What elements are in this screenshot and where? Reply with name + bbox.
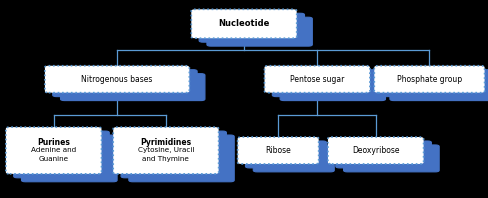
Text: and Thymine: and Thymine	[142, 156, 189, 162]
FancyBboxPatch shape	[207, 17, 312, 46]
FancyBboxPatch shape	[61, 74, 205, 101]
FancyBboxPatch shape	[191, 9, 297, 38]
Text: Adenine and: Adenine and	[31, 148, 76, 153]
FancyBboxPatch shape	[238, 137, 319, 164]
FancyBboxPatch shape	[129, 135, 234, 182]
FancyBboxPatch shape	[336, 141, 431, 168]
Text: Nucleotide: Nucleotide	[218, 19, 270, 28]
Text: Guanine: Guanine	[39, 156, 69, 162]
FancyBboxPatch shape	[199, 13, 305, 42]
Text: Purines: Purines	[37, 138, 70, 147]
Text: Ribose: Ribose	[265, 146, 291, 155]
FancyBboxPatch shape	[45, 66, 189, 93]
FancyBboxPatch shape	[328, 137, 424, 164]
FancyBboxPatch shape	[245, 141, 326, 168]
Text: Phosphate group: Phosphate group	[397, 75, 462, 84]
FancyBboxPatch shape	[344, 145, 439, 172]
FancyBboxPatch shape	[14, 131, 109, 178]
Text: Pyrimidines: Pyrimidines	[141, 138, 191, 147]
FancyBboxPatch shape	[374, 66, 485, 93]
FancyBboxPatch shape	[121, 131, 226, 178]
Text: Cytosine, Uracil: Cytosine, Uracil	[138, 148, 194, 153]
FancyBboxPatch shape	[21, 135, 117, 182]
Text: Pentose sugar: Pentose sugar	[290, 75, 345, 84]
Text: Nitrogenous bases: Nitrogenous bases	[81, 75, 153, 84]
FancyBboxPatch shape	[390, 74, 488, 101]
FancyBboxPatch shape	[382, 70, 488, 97]
FancyBboxPatch shape	[53, 70, 197, 97]
Text: Deoxyribose: Deoxyribose	[352, 146, 400, 155]
FancyBboxPatch shape	[272, 70, 378, 97]
FancyBboxPatch shape	[280, 74, 386, 101]
FancyBboxPatch shape	[264, 66, 370, 93]
FancyBboxPatch shape	[113, 127, 219, 174]
FancyBboxPatch shape	[6, 127, 102, 174]
FancyBboxPatch shape	[253, 145, 334, 172]
